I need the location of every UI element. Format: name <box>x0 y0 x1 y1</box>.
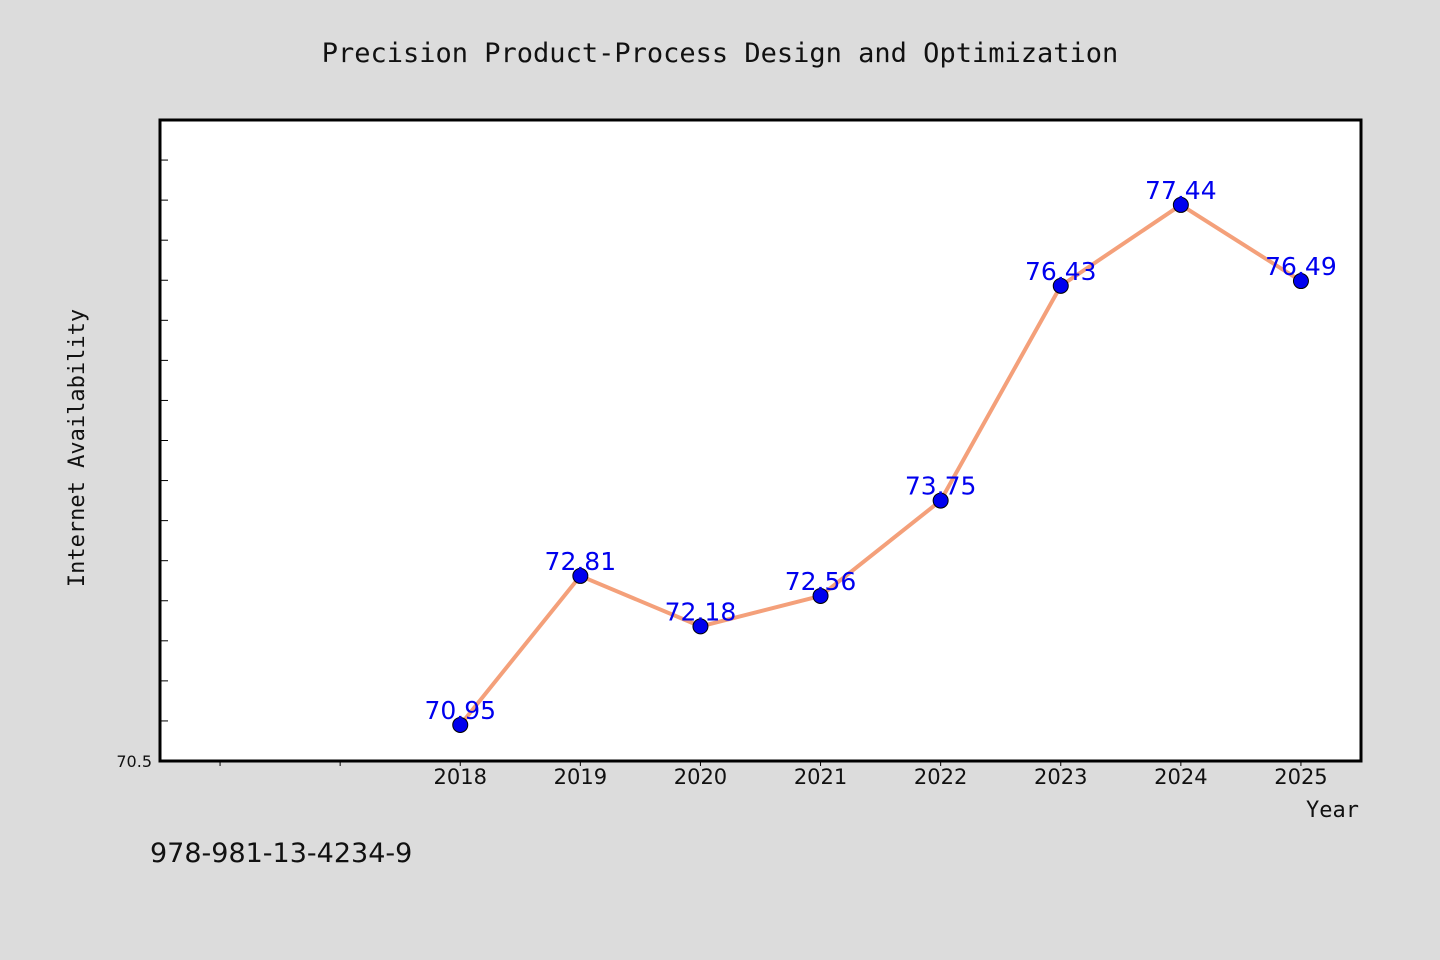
data-labels: 70.95 72.81 72.18 72.56 73.75 76.43 77.44 76.49 <box>424 176 1336 725</box>
x-tick-label: 2020 <box>674 765 727 789</box>
x-tick-label: 2023 <box>1034 765 1087 789</box>
data-point <box>572 567 589 584</box>
data-label: 77.44 <box>1145 176 1217 205</box>
data-point <box>1172 196 1189 213</box>
data-point <box>1292 273 1309 290</box>
series-line <box>458 202 1303 727</box>
x-tick-labels: 2018 2019 2020 2021 2022 2023 2024 2025 <box>434 765 1328 789</box>
data-point <box>932 492 949 509</box>
data-label: 72.18 <box>665 597 737 626</box>
x-tick-label: 2019 <box>554 765 607 789</box>
data-point <box>812 587 829 604</box>
y-tick-labels: 70.5 <box>116 752 152 771</box>
x-tick-label: 2021 <box>794 765 847 789</box>
x-axis-label: Year <box>1306 798 1359 823</box>
isbn-footnote: 978-981-13-4234-9 <box>150 838 412 869</box>
x-tick-label: 2018 <box>434 765 487 789</box>
x-tick-label: 2025 <box>1274 765 1327 789</box>
x-tick-label: 2024 <box>1154 765 1207 789</box>
data-label: 76.49 <box>1265 252 1337 281</box>
data-point <box>1052 277 1069 294</box>
data-point <box>452 716 469 733</box>
data-label: 72.81 <box>545 547 617 576</box>
chart-title: Precision Product-Process Design and Opt… <box>322 38 1119 69</box>
x-tick-label: 2022 <box>914 765 967 789</box>
data-label: 73.75 <box>905 472 977 501</box>
data-markers <box>452 196 1309 733</box>
plot-area <box>160 120 1361 761</box>
y-axis-label: Internet Availability <box>65 309 90 587</box>
data-label: 72.56 <box>785 567 857 596</box>
data-point <box>692 618 709 635</box>
plot-frame <box>158 118 1363 763</box>
y-tick-label: 70.5 <box>116 752 152 771</box>
data-label: 76.43 <box>1025 257 1097 286</box>
data-label: 70.95 <box>424 696 496 725</box>
